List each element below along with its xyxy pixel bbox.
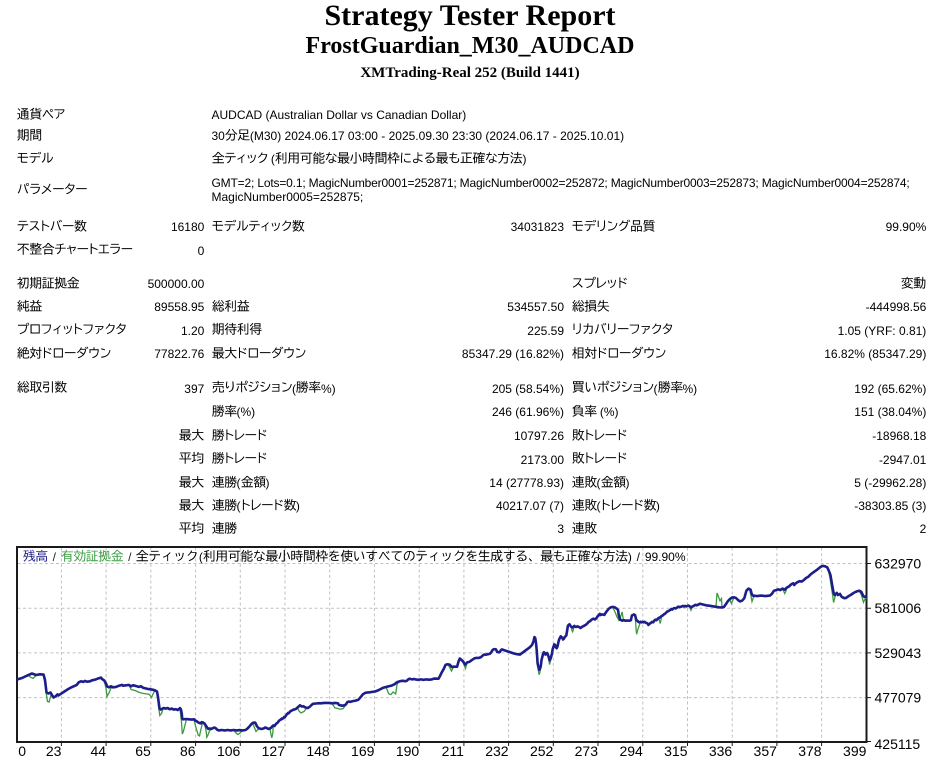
svg-text:0: 0 xyxy=(18,743,26,759)
svg-text:169: 169 xyxy=(351,743,375,759)
svg-text:44: 44 xyxy=(91,743,107,759)
svg-text:294: 294 xyxy=(619,743,643,759)
svg-text:336: 336 xyxy=(709,743,733,759)
svg-text:425115: 425115 xyxy=(875,736,921,752)
svg-text:23: 23 xyxy=(46,743,62,759)
svg-text:632970: 632970 xyxy=(875,556,922,572)
svg-text:315: 315 xyxy=(664,743,688,759)
svg-text:477079: 477079 xyxy=(875,690,922,706)
svg-text:273: 273 xyxy=(575,743,599,759)
svg-text:232: 232 xyxy=(485,743,509,759)
svg-text:148: 148 xyxy=(306,743,330,759)
svg-text:65: 65 xyxy=(135,743,151,759)
svg-text:190: 190 xyxy=(396,743,420,759)
svg-text:211: 211 xyxy=(442,743,465,759)
svg-text:399: 399 xyxy=(843,743,867,759)
svg-text:581006: 581006 xyxy=(875,600,922,616)
svg-text:529043: 529043 xyxy=(875,645,922,661)
svg-text:378: 378 xyxy=(798,743,822,759)
svg-text:86: 86 xyxy=(180,743,196,759)
svg-text:106: 106 xyxy=(217,743,241,759)
svg-text:127: 127 xyxy=(262,743,286,759)
svg-text:252: 252 xyxy=(530,743,554,759)
svg-text:357: 357 xyxy=(754,743,778,759)
